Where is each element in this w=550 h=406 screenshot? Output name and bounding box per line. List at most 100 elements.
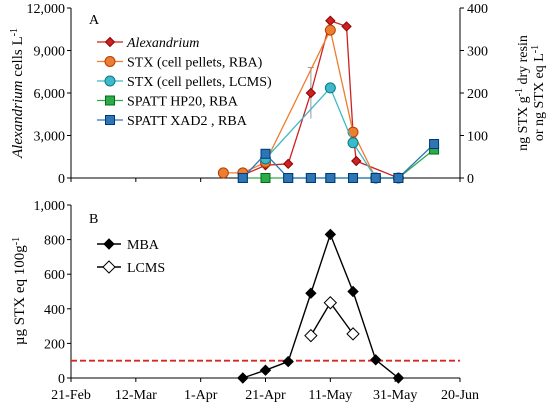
panel-a-left-axis-title: Alexandrium cells L-1 — [9, 28, 26, 159]
data-point — [351, 155, 362, 167]
legend-marker — [105, 115, 115, 125]
legend-entry: Alexandrium — [97, 36, 199, 51]
legend-entry: SPATT XAD2 , RBA — [97, 114, 248, 129]
legend-label: SPATT XAD2 , RBA — [127, 114, 248, 129]
legend-marker — [105, 95, 115, 106]
panel-a-series — [217, 15, 440, 184]
panel-b-y-axis-title: µg STX eq 100g-1 — [11, 237, 28, 345]
panel-b-x-tick-label: 21-Apr — [245, 388, 286, 403]
data-point — [305, 173, 316, 183]
panel-a: A 0 3,000 6,000 9,000 12,000 0 100 200 300 400 A… — [9, 2, 547, 187]
series-0 — [237, 228, 405, 384]
panel-a-left-tick-label: 3,000 — [34, 130, 66, 145]
legend-entry: STX (cell pellets, RBA) — [97, 56, 263, 71]
data-point — [347, 285, 359, 298]
series-line — [242, 149, 435, 179]
panel-a-right-axis-title-1-b: dry resin — [516, 35, 531, 88]
panel-a-left-axis-title-unit: cells L — [10, 36, 26, 80]
panel-b-y-tick-label: 400 — [44, 303, 65, 318]
data-point — [282, 355, 294, 368]
panel-b-y-tick-label: 0 — [58, 372, 65, 387]
legend-marker — [104, 75, 116, 87]
data-point — [260, 148, 271, 159]
data-point — [370, 173, 381, 183]
legend-entry: STX (cell pellets, LCMS) — [97, 75, 272, 90]
legend-marker — [104, 56, 116, 67]
legend-marker — [104, 36, 116, 48]
panel-a-left-tick-label: 6,000 — [34, 87, 66, 102]
panel-b-x-tick-label: 12-Mar — [115, 388, 157, 403]
data-point — [237, 173, 248, 183]
panel-b-y-tick-label: 800 — [44, 234, 65, 249]
panel-b-y-ticks: 0 200 400 600 800 1,000 — [34, 199, 71, 387]
data-point — [348, 173, 359, 183]
panel-a-right-axis-title-2-exp: -1 — [530, 45, 541, 53]
data-point — [304, 328, 318, 343]
legend-label: MBA — [127, 238, 160, 253]
data-point — [259, 364, 272, 376]
panel-a-left-ticks: 0 3,000 6,000 9,000 12,000 — [27, 2, 71, 187]
panel-a-left-tick-label: 9,000 — [34, 45, 66, 60]
data-point — [325, 15, 336, 26]
panel-a-right-axis-title-1-exp: -1 — [514, 88, 525, 96]
legend-label: LCMS — [127, 261, 165, 276]
panel-b-x-tick-label: 21-Feb — [51, 388, 91, 403]
panel-b-x-ticks: 21-Feb 12-Mar 1-Apr 21-Apr 11-May 31-May 20-Ju… — [51, 378, 479, 403]
legend-label: STX (cell pellets, RBA) — [127, 56, 263, 71]
legend-label: SPATT HP20, RBA — [127, 95, 239, 110]
panel-a-right-axis-title-2-a: or ng STX eq L — [532, 53, 547, 141]
panel-b-x-tick-label: 20-Jun — [441, 388, 479, 403]
panel-a-right-axis-title-1-a: ng STX g — [516, 96, 531, 150]
data-point — [392, 372, 405, 384]
panel-b-y-tick-label: 200 — [44, 337, 65, 352]
panel-b-label: B — [89, 212, 98, 227]
data-point — [237, 372, 249, 384]
data-point — [305, 87, 317, 99]
data-point — [305, 287, 317, 299]
panel-a-right-tick-label: 300 — [467, 45, 488, 60]
panel-b-series — [237, 228, 405, 384]
legend-label: STX (cell pellets, LCMS) — [127, 75, 272, 90]
panel-a-left-axis-title-genus: Alexandrium — [10, 80, 26, 159]
panel-a-right-tick-label: 0 — [467, 172, 474, 187]
legend-label: Alexandrium — [126, 36, 199, 51]
panel-a-right-tick-label: 400 — [467, 2, 488, 17]
series-4 — [237, 139, 440, 183]
legend-entry: MBA — [97, 238, 160, 253]
legend-marker — [103, 238, 115, 250]
data-point — [429, 139, 440, 149]
data-point — [341, 21, 352, 32]
panel-b-y-tick-label: 1,000 — [34, 199, 66, 214]
panel-b-y-axis-title-exp: -1 — [11, 237, 22, 245]
panel-a-right-ticks: 0 100 200 300 400 — [460, 2, 488, 187]
panel-a-left-tick-label: 12,000 — [27, 2, 66, 17]
data-point — [260, 173, 271, 183]
panel-a-left-axis-title-exp: -1 — [9, 28, 20, 36]
panel-b-x-tick-label: 31-May — [373, 388, 417, 403]
data-point — [324, 24, 336, 36]
data-point — [370, 354, 382, 366]
data-point — [282, 158, 294, 170]
data-point — [347, 137, 359, 149]
series-1 — [304, 296, 360, 343]
panel-a-label: A — [89, 13, 100, 28]
legend-marker — [102, 260, 116, 274]
data-point — [325, 173, 336, 183]
panel-a-legend: Alexandrium STX (cell pellets, RBA) STX (c… — [97, 36, 272, 129]
data-point — [217, 167, 229, 179]
data-point — [323, 296, 338, 310]
panel-a-right-axis-title-1: ng STX g-1 dry resin — [514, 35, 531, 151]
data-point — [393, 173, 404, 183]
data-point — [283, 173, 294, 183]
panel-b-y-tick-label: 600 — [44, 268, 65, 283]
panel-b-x-tick-label: 11-May — [308, 388, 352, 403]
data-point — [346, 327, 360, 341]
panel-a-right-axis-title-2: or ng STX eq L-1 — [530, 45, 547, 141]
panel-a-left-tick-label: 0 — [58, 172, 65, 187]
legend-entry: SPATT HP20, RBA — [97, 95, 239, 110]
panel-a-right-tick-label: 100 — [467, 130, 488, 145]
series-2 — [260, 82, 404, 184]
data-point — [324, 228, 337, 241]
